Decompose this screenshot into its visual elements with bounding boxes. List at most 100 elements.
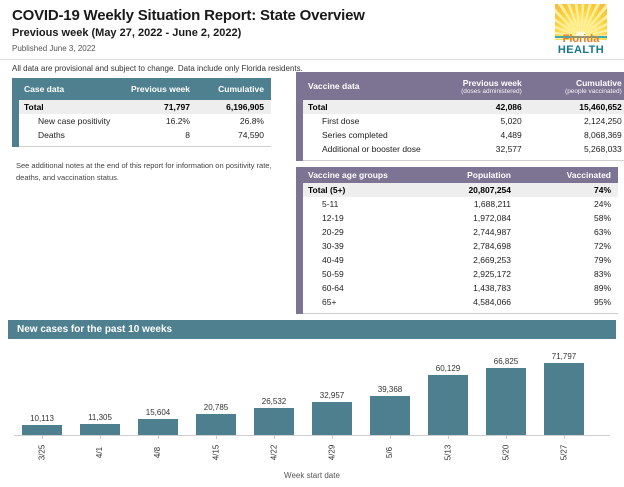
table-row: 12-19 1,972,084 58% xyxy=(303,211,618,225)
row-value: 1,438,783 xyxy=(473,283,511,293)
row-label: 5-11 xyxy=(322,199,339,209)
table-row: 30-39 2,784,698 72% xyxy=(303,239,618,253)
row-label: 40-49 xyxy=(322,255,344,265)
column-header: Previous week (doses administered) xyxy=(421,78,529,95)
column-subheader: (doses administered) xyxy=(461,87,522,95)
row-value: 95% xyxy=(593,297,611,307)
age-groups-header-row: Vaccine age groups Population Vaccinated xyxy=(303,167,618,183)
row-value: 89% xyxy=(593,283,611,293)
bar-group: 32,957 xyxy=(312,391,352,435)
bar-value-label: 60,129 xyxy=(435,364,461,373)
sun-icon xyxy=(555,4,607,40)
row-label: 20-29 xyxy=(322,227,344,237)
case-data-header-row: Case data Previous week Cumulative xyxy=(19,78,271,100)
vaccine-age-groups-table: Vaccine age groups Population Vaccinated… xyxy=(296,167,618,314)
table-row: Series completed 4,489 8,068,369 xyxy=(303,128,624,142)
row-value: 2,124,250 xyxy=(583,116,622,126)
table-row: Additional or booster dose 32,577 5,268,03… xyxy=(303,142,624,156)
bar-group: 11,305 xyxy=(80,413,120,435)
column-header: Population xyxy=(467,170,511,180)
row-value: 2,784,698 xyxy=(473,241,511,251)
row-value: 8,068,369 xyxy=(583,130,622,140)
row-value: 5,020 xyxy=(500,116,522,126)
row-value: 63% xyxy=(593,227,611,237)
published-date: Published June 3, 2022 xyxy=(12,44,96,53)
column-subheader: (people vaccinated) xyxy=(565,87,622,95)
chart-section-header: New cases for the past 10 weeks xyxy=(8,320,616,339)
x-tick-label: 4/15 xyxy=(196,436,236,468)
column-header: Cumulative (people vaccinated) xyxy=(529,78,624,95)
row-value: 4,489 xyxy=(500,130,522,140)
bar xyxy=(312,402,352,435)
column-header: Case data xyxy=(24,84,65,94)
row-label: 50-59 xyxy=(322,269,344,279)
row-label: Additional or booster dose xyxy=(322,144,421,154)
row-value: 83% xyxy=(593,269,611,279)
table-row: Total 71,797 6,196,905 xyxy=(19,100,271,114)
column-header: Vaccine data xyxy=(308,81,360,91)
row-value: 15,460,652 xyxy=(579,102,622,112)
report-week-subtitle: Previous week (May 27, 2022 - June 2, 20… xyxy=(12,27,242,39)
row-label: 65+ xyxy=(322,297,337,307)
row-value: 26.8% xyxy=(239,116,264,126)
row-value: 24% xyxy=(593,199,611,209)
row-value: 2,925,172 xyxy=(473,269,511,279)
row-label: Total (5+) xyxy=(308,185,346,195)
table-row: 65+ 4,584,066 95% xyxy=(303,295,618,309)
bar-group: 39,368 xyxy=(370,385,410,435)
row-value: 74% xyxy=(593,185,611,195)
bar-value-label: 15,604 xyxy=(145,408,171,417)
x-tick-label: 4/1 xyxy=(80,436,120,468)
row-value: 4,584,066 xyxy=(473,297,511,307)
column-header: Vaccine age groups xyxy=(308,170,388,180)
column-header: Vaccinated xyxy=(566,170,611,180)
bar xyxy=(486,368,526,435)
row-label: 30-39 xyxy=(322,241,344,251)
row-value: 16.2% xyxy=(165,116,190,126)
row-label: Total xyxy=(24,102,44,112)
table-row: Total (5+) 20,807,254 74% xyxy=(303,183,618,197)
row-value: 20,807,254 xyxy=(468,185,511,195)
row-value: 42,086 xyxy=(495,102,522,112)
x-tick-label: 4/8 xyxy=(138,436,178,468)
row-value: 32,577 xyxy=(495,144,522,154)
vaccine-data-table: Vaccine data Previous week (doses admini… xyxy=(296,72,624,161)
bar xyxy=(138,419,178,435)
row-value: 2,669,253 xyxy=(473,255,511,265)
row-label: New case positivity xyxy=(38,116,111,126)
x-tick-label: 5/6 xyxy=(370,436,410,468)
column-header: Cumulative xyxy=(218,84,264,94)
logo-florida-text: Florida xyxy=(562,33,600,45)
row-value: 58% xyxy=(593,213,611,223)
bar-value-label: 32,957 xyxy=(319,391,345,400)
bar-group: 71,797 xyxy=(544,352,584,435)
additional-notes-text: See additional notes at the end of this … xyxy=(16,161,272,182)
row-label: Total xyxy=(308,102,328,112)
table-row: Deaths 8 74,590 xyxy=(19,128,271,142)
bar-group: 20,785 xyxy=(196,403,236,435)
row-label: 12-19 xyxy=(322,213,344,223)
bar-group: 15,604 xyxy=(138,408,178,435)
column-header: Previous week xyxy=(130,84,190,94)
row-value: 79% xyxy=(593,255,611,265)
row-value: 5,268,033 xyxy=(583,144,622,154)
x-axis-title: Week start date xyxy=(284,471,340,480)
row-value: 6,196,905 xyxy=(226,102,264,112)
row-label: 60-64 xyxy=(322,283,344,293)
bar xyxy=(428,375,468,435)
row-value: 1,972,084 xyxy=(473,213,511,223)
bar-value-label: 39,368 xyxy=(377,385,403,394)
bar-group: 10,113 xyxy=(22,414,62,435)
case-data-table: Case data Previous week Cumulative Total… xyxy=(12,78,271,147)
row-value: 1,688,211 xyxy=(473,199,511,209)
bar-value-label: 20,785 xyxy=(203,403,229,412)
bar-value-label: 10,113 xyxy=(30,414,54,423)
bar xyxy=(80,424,120,435)
row-label: First dose xyxy=(322,116,360,126)
table-accent-bar xyxy=(12,78,19,147)
logo-health-text: HEALTH xyxy=(557,44,605,56)
bar xyxy=(254,408,294,435)
x-tick-label: 4/29 xyxy=(312,436,352,468)
bar xyxy=(370,396,410,435)
x-tick-label: 5/20 xyxy=(486,436,526,468)
